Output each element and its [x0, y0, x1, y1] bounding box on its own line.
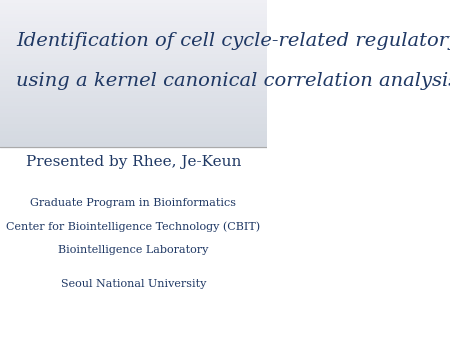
Bar: [0, 88, 267, 92]
Bar: [0, 84, 267, 88]
Bar: [0, 41, 267, 44]
Bar: [0, 110, 267, 114]
Bar: [0, 48, 267, 51]
Bar: [0, 96, 267, 99]
Bar: [0, 51, 267, 55]
Bar: [0, 99, 267, 103]
Bar: [0, 26, 267, 29]
Bar: [0, 37, 267, 41]
Bar: [0, 121, 267, 125]
Text: Seoul National University: Seoul National University: [61, 279, 206, 289]
Bar: [0, 136, 267, 140]
Text: using a kernel canonical correlation analysis: using a kernel canonical correlation ana…: [16, 72, 450, 90]
Bar: [0, 106, 267, 110]
Bar: [0, 0, 267, 4]
Bar: [0, 77, 267, 81]
Text: Presented by Rhee, Je-Keun: Presented by Rhee, Je-Keun: [26, 155, 241, 169]
Bar: [0, 22, 267, 26]
Bar: [0, 63, 267, 66]
Bar: [0, 29, 267, 33]
Bar: [0, 147, 267, 338]
Bar: [0, 4, 267, 7]
Text: Center for Biointelligence Technology (CBIT): Center for Biointelligence Technology (C…: [6, 221, 261, 232]
Bar: [0, 66, 267, 70]
Bar: [0, 140, 267, 143]
Bar: [0, 18, 267, 22]
Bar: [0, 59, 267, 63]
Bar: [0, 132, 267, 136]
Bar: [0, 7, 267, 11]
Bar: [0, 92, 267, 96]
Bar: [0, 114, 267, 118]
Bar: [0, 11, 267, 15]
Text: Identification of cell cycle-related regulatory motifs: Identification of cell cycle-related reg…: [16, 31, 450, 50]
Bar: [0, 118, 267, 121]
Bar: [0, 55, 267, 59]
Bar: [0, 103, 267, 106]
Bar: [0, 44, 267, 48]
Text: Graduate Program in Bioinformatics: Graduate Program in Bioinformatics: [31, 198, 236, 208]
Text: Biointelligence Laboratory: Biointelligence Laboratory: [58, 245, 209, 255]
Bar: [0, 143, 267, 147]
Bar: [0, 129, 267, 132]
Bar: [0, 15, 267, 18]
Bar: [0, 33, 267, 37]
Bar: [0, 74, 267, 77]
Bar: [0, 70, 267, 74]
Bar: [0, 125, 267, 129]
Bar: [0, 81, 267, 84]
